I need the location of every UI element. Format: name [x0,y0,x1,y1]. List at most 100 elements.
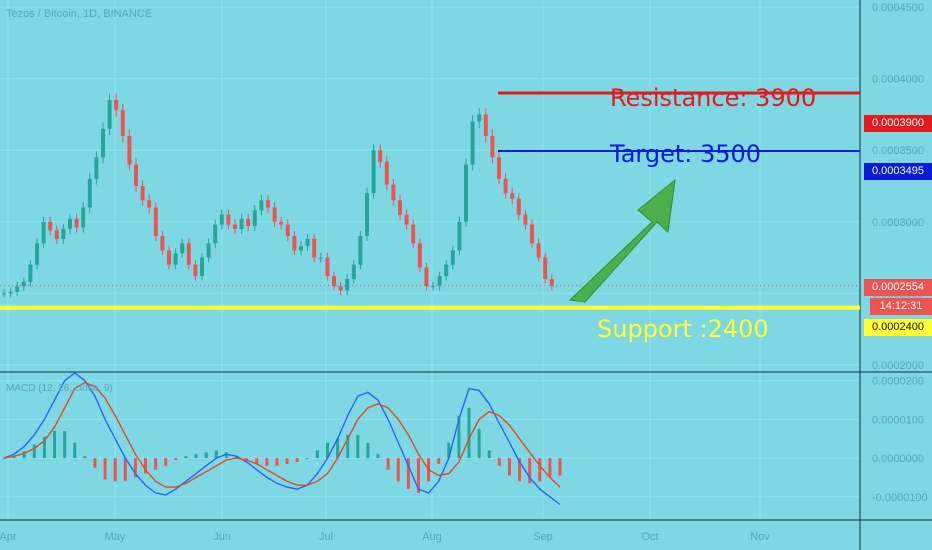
candle-body [536,243,541,258]
macd-histogram-bar [32,444,36,459]
macd-histogram-bar [265,458,269,466]
time-axis-label: Nov [750,531,770,543]
macd-histogram-bar [42,436,46,459]
candle-body [226,214,231,225]
candle-body [54,230,59,239]
macd-histogram-bar [416,458,420,493]
time-axis-label: May [105,531,126,543]
time-axis-label: Oct [641,531,658,543]
price-axis-label: 0.0004000 [872,74,924,86]
macd-histogram-bar [275,458,279,466]
macd-histogram-bar [285,458,289,464]
candle-body [41,221,46,244]
candle-body [470,121,475,165]
trend-arrow [568,178,676,303]
candle-body [87,178,92,208]
candle-body [417,243,422,268]
candle-body [167,250,171,265]
candle-body [180,243,185,254]
candle-body [68,218,72,229]
candle-body [464,164,468,222]
macd-histogram-bar [457,415,461,459]
candle-body [345,279,350,291]
macd-histogram-bar [154,458,158,470]
price-axis-label: 0.0004500 [872,2,924,14]
candle-body [114,100,119,111]
candle-body [61,228,66,239]
macd-histogram-bar [83,456,87,459]
macd-indicator-title: MACD (12, 26, close, 9) [6,383,113,394]
time-axis-label: Jun [213,531,231,543]
macd-histogram-bar [497,458,501,466]
candle-body [450,250,455,265]
candle-body [510,193,515,199]
candle-body [523,214,528,225]
candle-body [74,218,79,228]
time-axis-label: Aug [422,531,442,543]
candle-body [35,243,39,265]
candle-body [351,264,356,279]
candle-body [266,200,270,208]
candle-body [28,264,33,282]
macd-histogram-bar [396,458,400,482]
candle-body [233,224,237,229]
target-price-badge: 0.0003495 [864,163,932,180]
macd-histogram-bar [103,458,107,480]
macd-histogram-bar [144,458,148,474]
candle-body [431,286,435,288]
time-axis-label: Jul [319,531,333,543]
candle-body [384,161,389,185]
candle-body [193,264,198,277]
candle-body [325,257,330,277]
macd-histogram-bar [73,442,77,459]
resistance-price-badge: 0.0003900 [864,115,932,132]
price-axis-label: 0.0003000 [872,217,924,229]
target-annotation: Target: 3500 [610,140,762,168]
candle-body [81,207,86,228]
candle-body [21,281,26,287]
macd-histogram-bar [12,456,16,459]
candle-body [497,157,501,179]
macd-histogram-bar [295,458,299,462]
macd-histogram-bar [113,458,117,482]
candle-body [292,236,297,251]
candle-body [378,150,383,162]
macd-histogram-bar [235,456,239,459]
macd-histogram-bar [194,454,198,459]
candle-body [120,110,125,136]
macd-histogram-bar [305,458,309,460]
time-axis-label: Sep [533,531,553,543]
candle-body [219,214,224,225]
candle-body [8,291,13,294]
symbol-title: Tezos / Bitcoin, 1D, BINANCE [6,8,153,20]
candle-body [48,221,53,231]
macd-histogram-bar [53,431,57,459]
macd-histogram-bar [548,458,552,478]
candle-body [206,243,211,258]
price-axis-label: 0.0003500 [872,145,924,157]
candle-body [173,253,178,265]
macd-line [3,372,561,506]
candle-body [285,224,290,237]
candle-body [279,221,284,225]
macd-histogram-bar [325,442,329,459]
candle-body [94,157,99,179]
candle-body [186,243,191,265]
macd-histogram-bar [245,458,249,461]
candle-body [107,100,112,129]
candle-body [312,238,317,258]
macd-axis-label: 0.0000200 [872,376,924,388]
candle-body [411,224,416,244]
macd-histogram-bar [447,442,451,459]
macd-histogram-bar [346,434,350,459]
macd-histogram-bar [467,407,471,459]
macd-histogram-bar [437,458,441,464]
candle-body [272,207,277,222]
time-axis-label: Apr [0,531,17,543]
macd-histogram-bar [487,450,491,459]
macd-histogram-bar [164,458,168,466]
countdown-badge: 14:12:31 [870,298,932,315]
candle-body [252,210,257,227]
macd-histogram-bar [63,431,67,459]
